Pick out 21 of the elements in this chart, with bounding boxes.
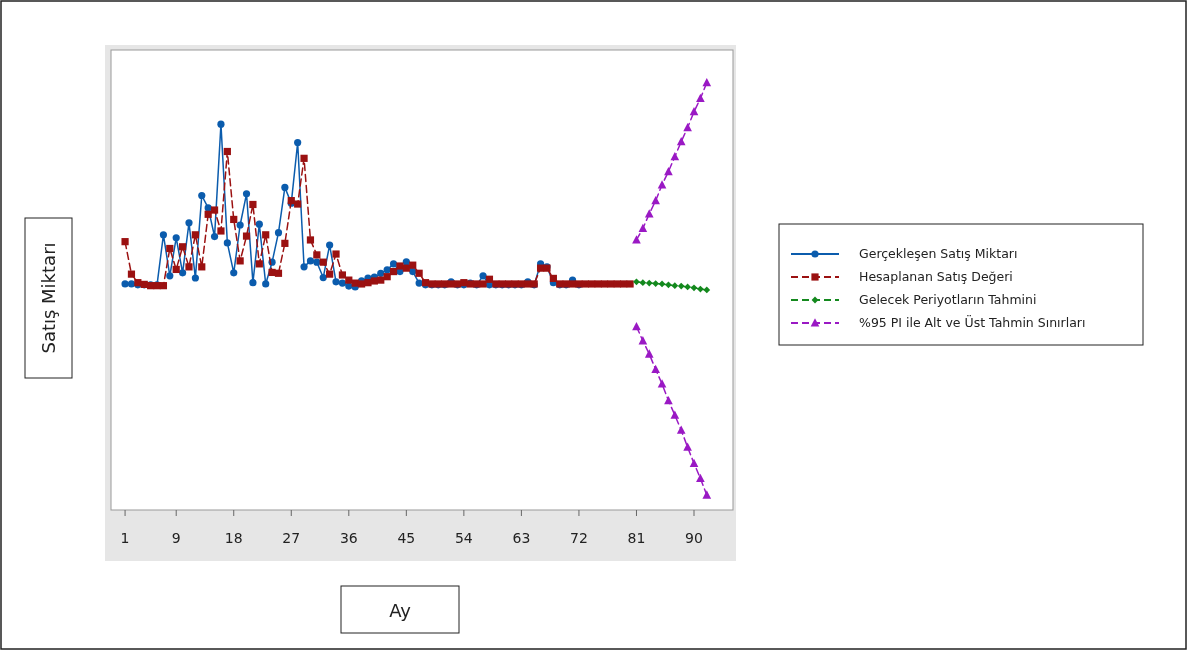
x-tick-label: 27 <box>282 530 301 546</box>
x-axis-title: Ay <box>389 600 412 621</box>
x-tick-label: 72 <box>570 530 588 546</box>
x-tick-label: 1 <box>120 530 130 546</box>
point <box>632 235 641 244</box>
x-tick-label: 54 <box>454 530 473 546</box>
legend-label: %95 PI ile Alt ve Üst Tahmin Sınırları <box>859 314 1086 330</box>
x-tick-label: 45 <box>397 530 416 546</box>
point <box>683 442 692 451</box>
x-tick-label: 81 <box>627 530 646 546</box>
x-tick-label: 9 <box>171 530 181 546</box>
x-tick-label: 90 <box>685 530 703 546</box>
point <box>652 280 660 287</box>
legend-label: Gerçekleşen Satış Miktarı <box>859 246 1018 261</box>
y-axis-title: Satış Miktarı <box>38 242 59 354</box>
x-tick-label: 18 <box>224 530 243 546</box>
legend-label: Gelecek Periyotların Tahmini <box>859 292 1037 307</box>
point <box>657 379 667 388</box>
x-tick-label: 36 <box>339 530 358 546</box>
x-tick-label: 63 <box>512 530 531 546</box>
legend-label: Hesaplanan Satış Değeri <box>859 269 1013 284</box>
